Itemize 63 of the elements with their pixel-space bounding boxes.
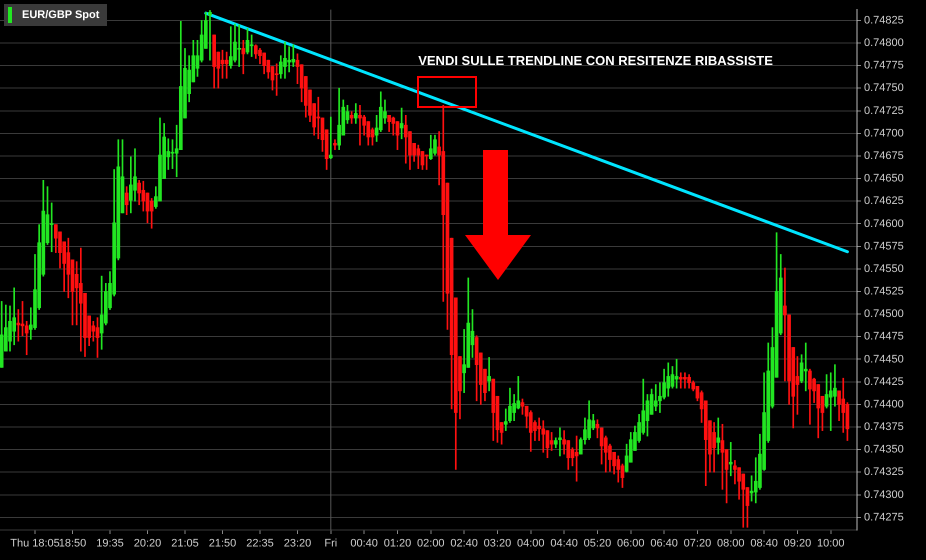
x-tick-label: 05:20 [584, 538, 612, 550]
y-tick-label: 0.74500 [864, 308, 904, 320]
x-tick-label: 20:20 [134, 538, 162, 550]
candlestick [733, 460, 737, 484]
y-tick-label: 0.74300 [864, 488, 904, 501]
x-tick-label: 06:00 [617, 538, 645, 550]
candlestick [520, 398, 524, 415]
y-tick-label: 0.74825 [864, 14, 904, 26]
y-tick-label: 0.74725 [864, 104, 904, 117]
y-tick-label: 0.74350 [864, 444, 904, 456]
candlestick [220, 50, 224, 79]
candlestick [296, 54, 300, 84]
candlestick [683, 372, 687, 388]
x-tick-label: 00:40 [350, 538, 378, 550]
x-tick-label: 02:00 [417, 538, 445, 550]
x-tick-label: 21:05 [171, 538, 199, 550]
y-tick-label: 0.74425 [864, 376, 904, 388]
y-tick-label: 0.74375 [864, 421, 904, 434]
x-tick-label: 22:35 [246, 538, 274, 550]
y-tick-label: 0.74525 [864, 286, 904, 298]
x-tick-label: 06:40 [650, 538, 678, 550]
y-tick-label: 0.74400 [864, 398, 904, 410]
x-tick-label: 04:40 [550, 538, 578, 550]
y-tick-label: 0.74475 [864, 330, 904, 343]
y-tick-label: 0.74775 [864, 60, 904, 72]
candlestick [358, 105, 362, 146]
x-tick-label: 08:40 [750, 538, 778, 550]
candlestick [283, 42, 287, 79]
y-tick-label: 0.74700 [864, 127, 904, 140]
annotation: VENDI SULLE TRENDLINE CON RESITENZE RIBASSISTE [418, 53, 774, 68]
x-tick-label: Fri [324, 538, 338, 550]
x-tick-label: 04:00 [517, 538, 545, 550]
candlestick [720, 424, 724, 490]
candlestick [170, 139, 174, 169]
x-tick-label: 03:20 [484, 538, 512, 550]
x-tick-label: 08:00 [716, 538, 745, 550]
x-tick-label: 02:40 [450, 538, 478, 550]
x-tick-label: 19:35 [96, 538, 124, 550]
y-tick-label: 0.74625 [864, 195, 904, 208]
candlestick [783, 268, 787, 382]
x-tick-label: 23:20 [284, 538, 312, 550]
y-tick-label: 0.74575 [864, 240, 904, 252]
candlestick [558, 428, 562, 456]
x-tick-label: 21:50 [208, 538, 236, 550]
y-tick-label: 0.74800 [864, 37, 904, 50]
y-tick-label: 0.74750 [864, 82, 904, 94]
x-tick-label: Thu 18:05 [10, 538, 60, 550]
x-tick-label: 01:20 [384, 538, 412, 550]
x-tick-label: 07:20 [684, 538, 712, 550]
y-tick-label: 0.74275 [864, 511, 904, 524]
x-tick-label: 10:00 [816, 538, 845, 550]
y-tick-label: 0.74675 [864, 150, 904, 162]
y-tick-label: 0.74550 [864, 262, 904, 275]
candlestick [333, 139, 337, 150]
legend-label: EUR/GBP Spot [22, 9, 100, 21]
y-tick-label: 0.74450 [864, 353, 904, 366]
candlestick [96, 317, 100, 358]
candlestick [208, 10, 212, 61]
x-tick-label: 09:20 [784, 538, 812, 550]
x-tick-label: 18:50 [58, 538, 86, 550]
y-tick-label: 0.74600 [864, 218, 904, 230]
y-tick-label: 0.74650 [864, 172, 904, 185]
y-tick-label: 0.74325 [864, 466, 904, 478]
